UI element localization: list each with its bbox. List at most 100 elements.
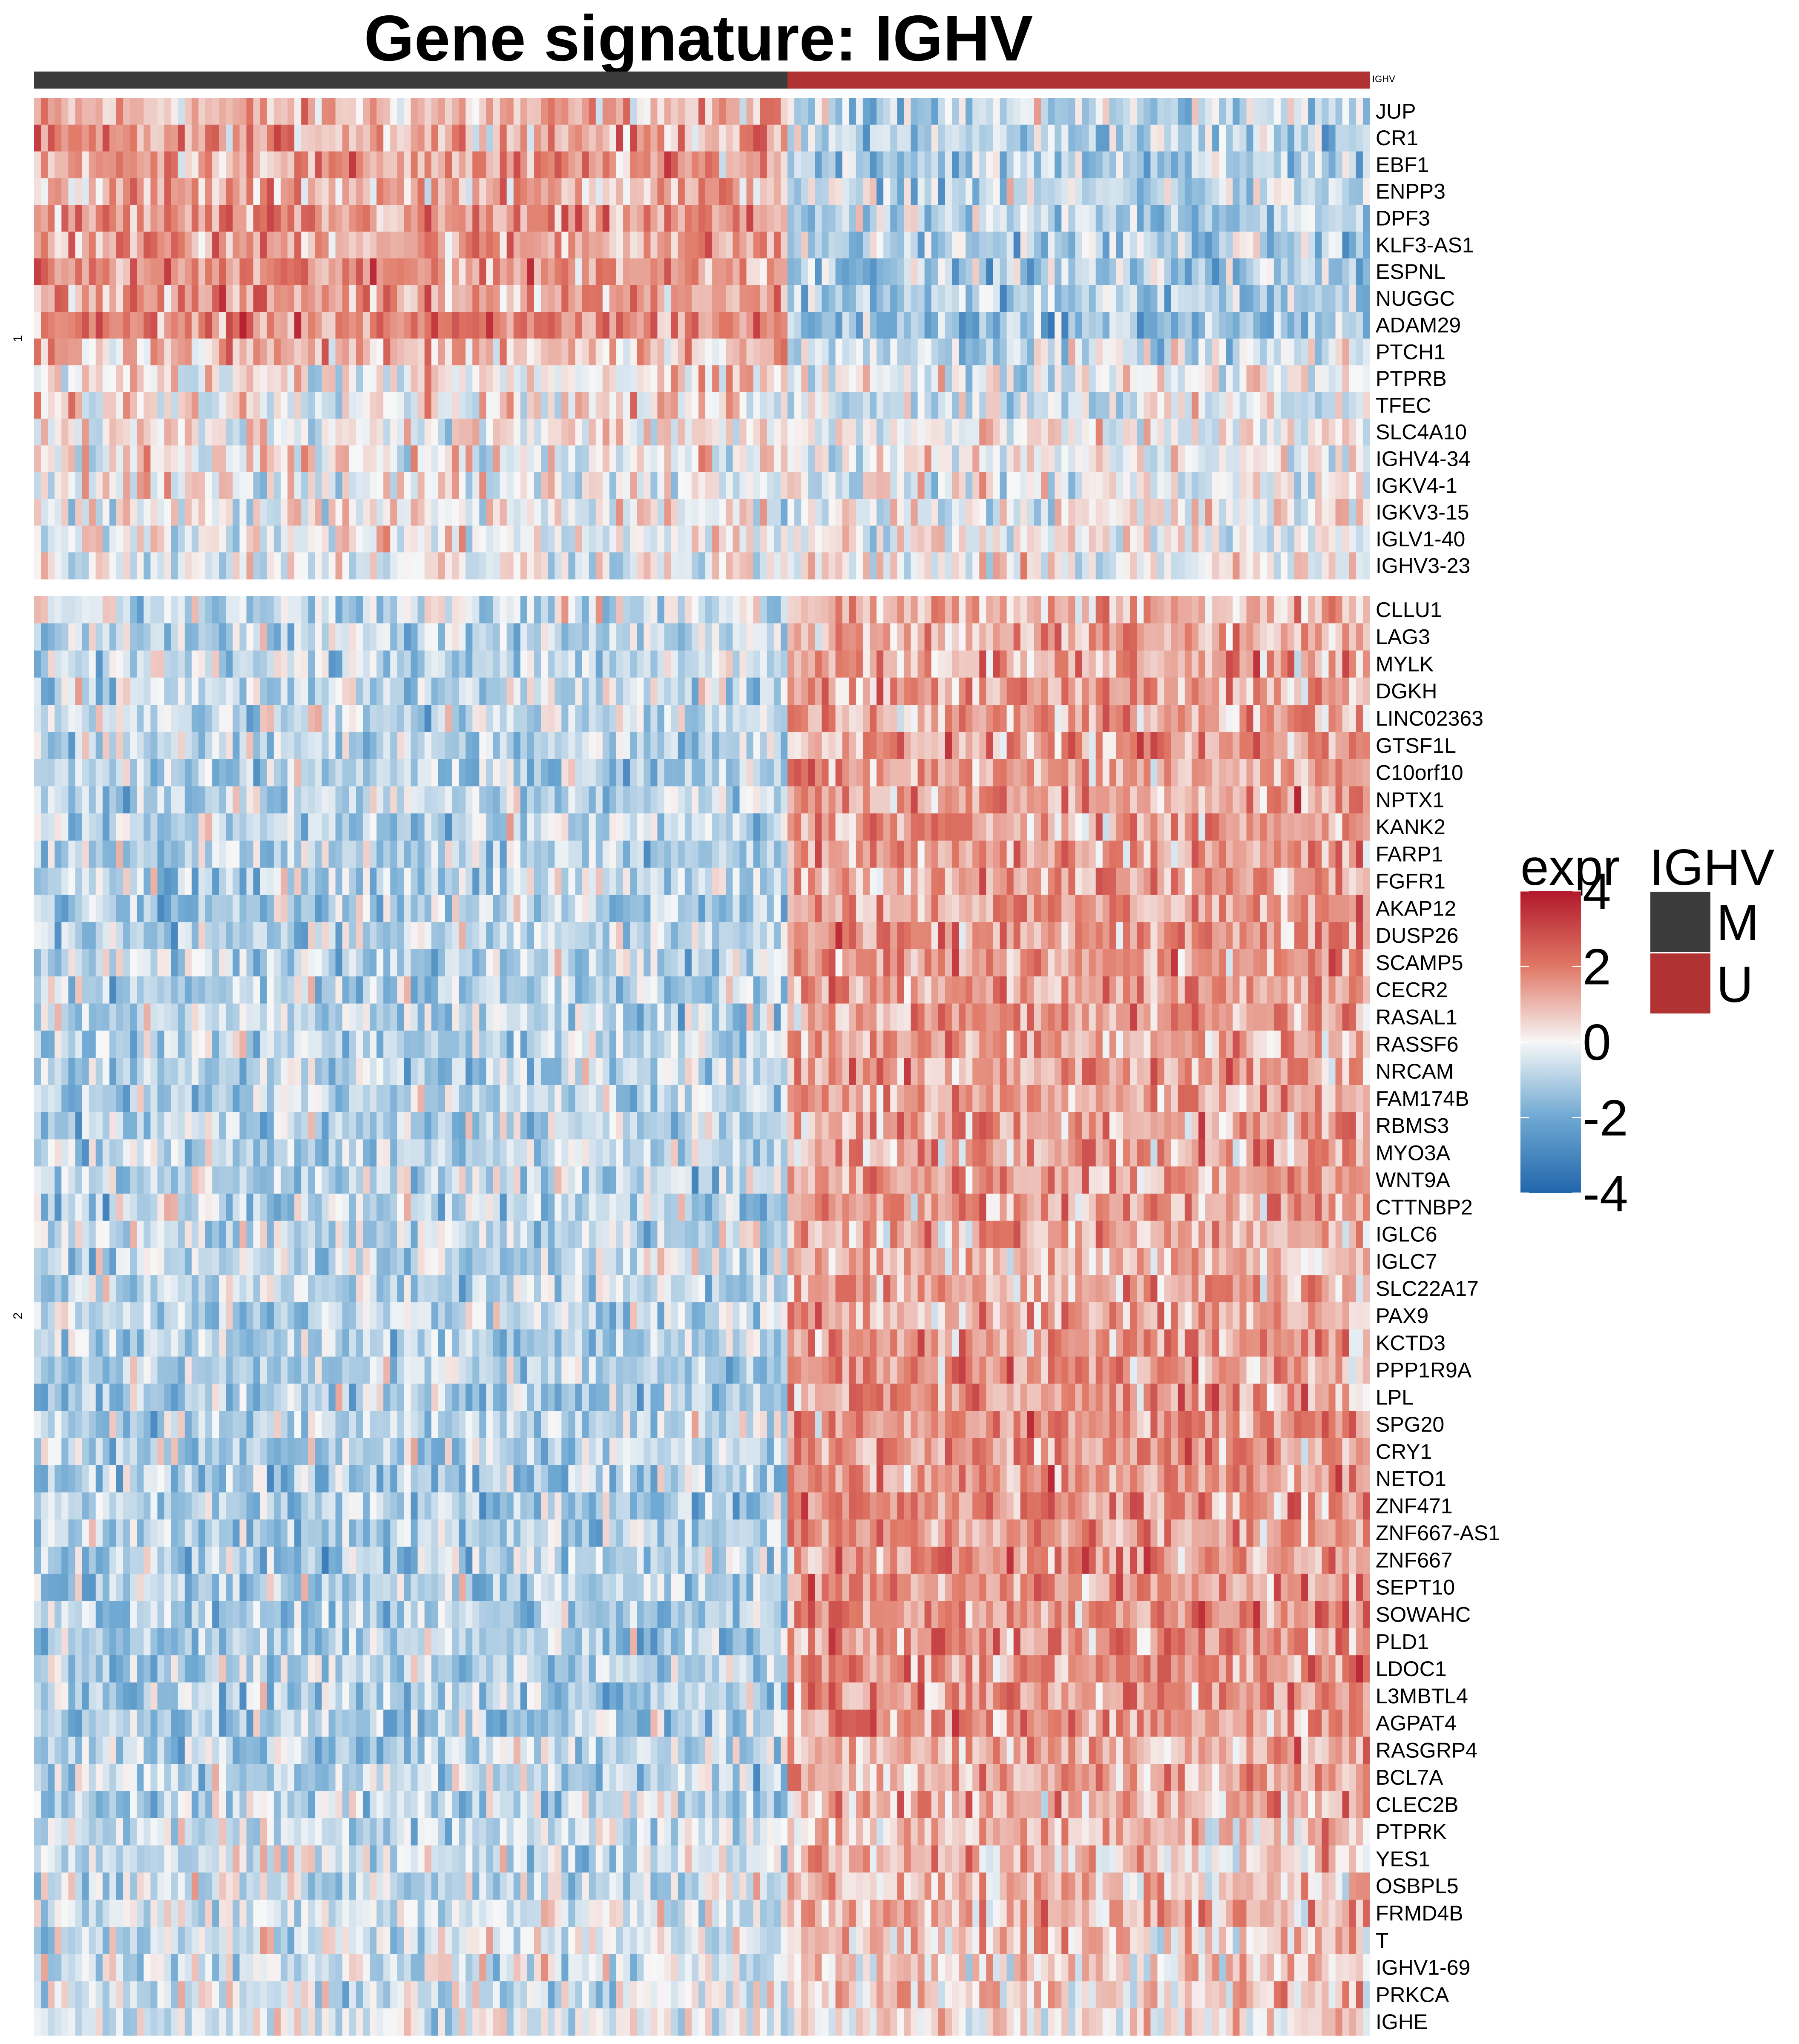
heatmap-cell [671, 98, 678, 125]
heatmap-cell [630, 178, 637, 205]
heatmap-cell [1219, 419, 1226, 446]
heatmap-cell [493, 124, 500, 152]
heatmap-cell [479, 705, 487, 732]
heatmap-cell [835, 732, 843, 760]
heatmap-cell [1130, 339, 1137, 366]
heatmap-cell [698, 205, 706, 232]
heatmap-cell [404, 339, 411, 366]
heatmap-cell [280, 205, 288, 232]
heatmap-cell [452, 365, 459, 393]
heatmap-cell [397, 678, 405, 705]
heatmap-cell [308, 499, 315, 526]
heatmap-cell [116, 365, 124, 393]
heatmap-cell [931, 419, 939, 446]
heatmap-cell [452, 552, 459, 580]
heatmap-cell [1116, 650, 1124, 678]
heatmap-cell [130, 786, 137, 814]
heatmap-cell [1308, 151, 1315, 178]
heatmap-cell [760, 365, 767, 393]
heatmap-cell [705, 650, 713, 678]
heatmap-cell [698, 525, 706, 553]
heatmap-cell [308, 525, 315, 553]
heatmap-cell [41, 445, 48, 473]
heatmap-cell [1294, 231, 1302, 259]
heatmap-cell [219, 596, 226, 624]
heatmap-cell [1301, 472, 1308, 500]
heatmap-cell [335, 231, 343, 259]
heatmap-cell [1020, 339, 1028, 366]
heatmap-cell [308, 705, 315, 732]
heatmap-cell [520, 231, 528, 259]
heatmap-cell [1301, 623, 1308, 651]
heatmap-cell [513, 678, 521, 705]
heatmap-cell [362, 596, 370, 624]
heatmap-cell [945, 365, 952, 393]
heatmap-cell [870, 678, 877, 705]
heatmap-cell [1287, 124, 1295, 152]
heatmap-cell [328, 650, 336, 678]
heatmap-cell [349, 472, 356, 500]
heatmap-cell [1198, 623, 1206, 651]
heatmap-cell [1089, 678, 1096, 705]
heatmap-cell [904, 705, 911, 732]
heatmap-cell [89, 365, 96, 393]
heatmap-cell [719, 552, 726, 580]
heatmap-cell [746, 392, 754, 419]
heatmap-cell [164, 705, 172, 732]
heatmap-cell [1294, 124, 1302, 152]
heatmap-cell [801, 623, 808, 651]
heatmap-cell [445, 312, 452, 339]
heatmap-cell [1123, 499, 1130, 526]
heatmap-cell [712, 759, 719, 787]
heatmap-cell [362, 339, 370, 366]
heatmap-cell [712, 178, 719, 205]
heatmap-cell [1178, 365, 1185, 393]
heatmap-cell [917, 499, 925, 526]
heatmap-cell [1082, 124, 1089, 152]
heatmap-cell [452, 151, 459, 178]
heatmap-cell [34, 339, 41, 366]
heatmap-cell [650, 596, 658, 624]
heatmap-cell [733, 623, 740, 651]
heatmap-cell [1006, 650, 1014, 678]
heatmap-cell [1068, 445, 1076, 473]
heatmap-cell [452, 231, 459, 259]
heatmap-cell [637, 98, 644, 125]
heatmap-cell [376, 650, 384, 678]
heatmap-cell [226, 525, 233, 553]
heatmap-cell [609, 312, 617, 339]
heatmap-cell [370, 705, 377, 732]
heatmap-cell [445, 650, 452, 678]
heatmap-cell [130, 499, 137, 526]
heatmap-cell [541, 650, 548, 678]
heatmap-cell [356, 124, 363, 152]
heatmap-cell [589, 285, 596, 312]
heatmap-cell [1013, 678, 1021, 705]
heatmap-cell [1287, 552, 1295, 580]
heatmap-cell [1246, 151, 1254, 178]
heatmap-cell [493, 732, 500, 760]
heatmap-cell [808, 650, 815, 678]
heatmap-cell [513, 419, 521, 446]
heatmap-cell [294, 124, 302, 152]
heatmap-cell [856, 312, 863, 339]
heatmap-cell [1239, 258, 1247, 286]
heatmap-cell [1267, 365, 1274, 393]
heatmap-cell [1342, 623, 1350, 651]
heatmap-cell [1013, 552, 1021, 580]
heatmap-cell [466, 732, 473, 760]
heatmap-cell [445, 98, 452, 125]
heatmap-cell [417, 124, 425, 152]
heatmap-cell [1061, 552, 1069, 580]
heatmap-cell [951, 205, 959, 232]
column-annotation-label: IGHV [1372, 74, 1395, 84]
heatmap-cell [1075, 258, 1083, 286]
heatmap-cell [191, 98, 199, 125]
heatmap-cell [1246, 392, 1254, 419]
heatmap-cell [657, 285, 665, 312]
heatmap-cell [1349, 124, 1356, 152]
heatmap-cell [966, 98, 973, 125]
heatmap-cell [82, 499, 89, 526]
heatmap-cell [1123, 472, 1130, 500]
heatmap-cell [1328, 650, 1336, 678]
